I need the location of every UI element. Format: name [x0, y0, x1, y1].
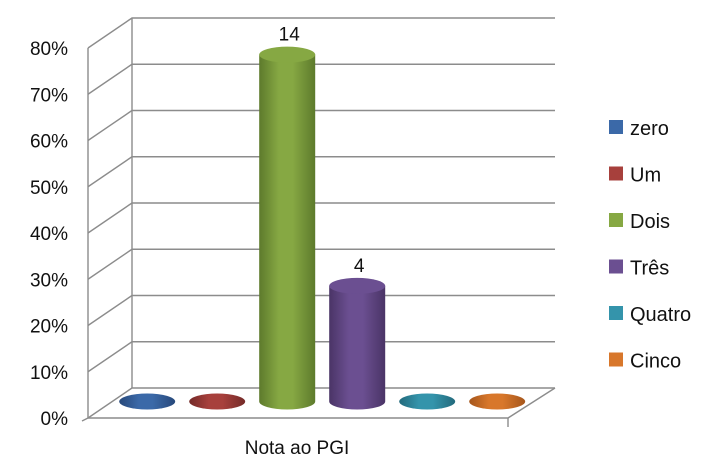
- y-tick-label: 0%: [41, 409, 69, 430]
- bar-três: [329, 277, 386, 410]
- legend-swatch: [609, 259, 623, 274]
- legend-label: Cinco: [630, 351, 681, 373]
- y-axis-tick-labels: 0% 10% 20% 30% 40% 50% 60% 70% 80%: [30, 39, 68, 430]
- gridline: [87, 202, 555, 234]
- bar-quatro: [399, 393, 456, 410]
- gridline: [87, 156, 555, 188]
- y-tick-label: 80%: [30, 39, 68, 60]
- gridline: [87, 387, 555, 419]
- y-tick-label: 70%: [30, 85, 68, 106]
- bar-zero: [119, 393, 176, 410]
- gridline: [87, 341, 555, 373]
- y-tick-label: 40%: [30, 224, 68, 245]
- bar-disc: [119, 393, 176, 410]
- gridline: [87, 63, 555, 95]
- legend-item-quatro: Quatro: [609, 304, 691, 326]
- legend-label: Um: [630, 165, 661, 187]
- bar-body: [329, 285, 386, 410]
- legend-item-dois: Dois: [609, 211, 670, 233]
- legend-swatch: [609, 306, 623, 320]
- y-tick-label: 30%: [30, 270, 68, 291]
- legend: zero Um Dois Três Quatro Cinco: [609, 118, 691, 373]
- legend-item-um: Um: [609, 165, 661, 187]
- bar-um: [189, 393, 246, 410]
- gridline: [87, 294, 555, 327]
- gridline: [87, 109, 555, 142]
- bar-top: [329, 277, 386, 294]
- gridlines: [87, 17, 555, 419]
- y-tick-label: 10%: [30, 363, 68, 384]
- data-label: 14: [279, 25, 301, 46]
- legend-item-cinco: Cinco: [609, 351, 681, 373]
- bar-top: [259, 46, 316, 63]
- axis-tick: [81, 417, 89, 422]
- gridline: [87, 17, 555, 49]
- legend-label: Três: [630, 258, 669, 280]
- bar-cinco: [469, 393, 526, 410]
- legend-swatch: [609, 213, 623, 227]
- bar-body: [259, 54, 316, 410]
- legend-swatch: [609, 120, 623, 134]
- bar-disc: [189, 393, 246, 410]
- data-label: 4: [354, 256, 365, 277]
- data-labels: 14 4: [279, 25, 365, 277]
- legend-item-três: Três: [609, 258, 669, 280]
- x-axis-label: Nota ao PGI: [245, 438, 350, 459]
- legend-swatch: [609, 166, 623, 181]
- y-tick-label: 60%: [30, 132, 68, 153]
- legend-label: zero: [630, 118, 669, 140]
- bars: [119, 46, 526, 410]
- y-tick-label: 20%: [30, 317, 68, 338]
- legend-swatch: [609, 352, 623, 367]
- legend-item-zero: zero: [609, 118, 669, 140]
- y-tick-label: 50%: [30, 178, 68, 199]
- legend-label: Quatro: [630, 304, 691, 326]
- bar-disc: [469, 393, 526, 410]
- bar-disc: [399, 393, 456, 410]
- bar-dois: [259, 46, 316, 410]
- gridline: [87, 248, 555, 280]
- chart-walls: [81, 18, 556, 427]
- legend-label: Dois: [630, 211, 670, 233]
